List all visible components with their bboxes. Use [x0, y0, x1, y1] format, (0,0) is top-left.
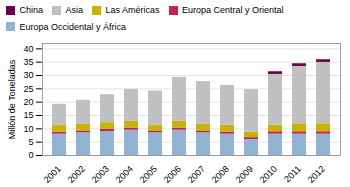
- svg-text:2004: 2004: [114, 164, 135, 185]
- html-text:China: China: [19, 5, 43, 16]
- svg-text:35: 35: [23, 57, 33, 67]
- svg-text:2001: 2001: [42, 164, 63, 185]
- svg-text:5: 5: [28, 137, 33, 147]
- svg-text:2011: 2011: [282, 164, 303, 185]
- svg-text:2003: 2003: [90, 164, 111, 185]
- svg-text:15: 15: [23, 110, 33, 120]
- svg-text:30: 30: [23, 70, 33, 80]
- html-text:Europa Central y Oriental: Europa Central y Oriental: [182, 5, 284, 16]
- svg-text:2002: 2002: [66, 164, 87, 185]
- svg-text:10: 10: [23, 124, 33, 134]
- svg-text:2009: 2009: [234, 164, 255, 185]
- svg-text:Millón de Toneladas: Millón de Toneladas: [7, 59, 17, 139]
- svg-text:20: 20: [23, 97, 33, 107]
- svg-text:2012: 2012: [306, 164, 327, 185]
- svg-text:2010: 2010: [258, 164, 279, 185]
- html-text:Las Américas: Las Américas: [105, 5, 160, 16]
- svg-text:2007: 2007: [186, 164, 207, 185]
- html-text:Asia: Asia: [65, 5, 83, 16]
- svg-text:40: 40: [23, 44, 33, 54]
- svg-text:2005: 2005: [138, 164, 159, 185]
- svg-text:2006: 2006: [162, 164, 183, 185]
- html-text:Europa Occidental y África: Europa Occidental y África: [19, 21, 127, 32]
- svg-text:25: 25: [23, 84, 33, 94]
- svg-text:0: 0: [28, 150, 33, 160]
- svg-text:2008: 2008: [210, 164, 231, 185]
